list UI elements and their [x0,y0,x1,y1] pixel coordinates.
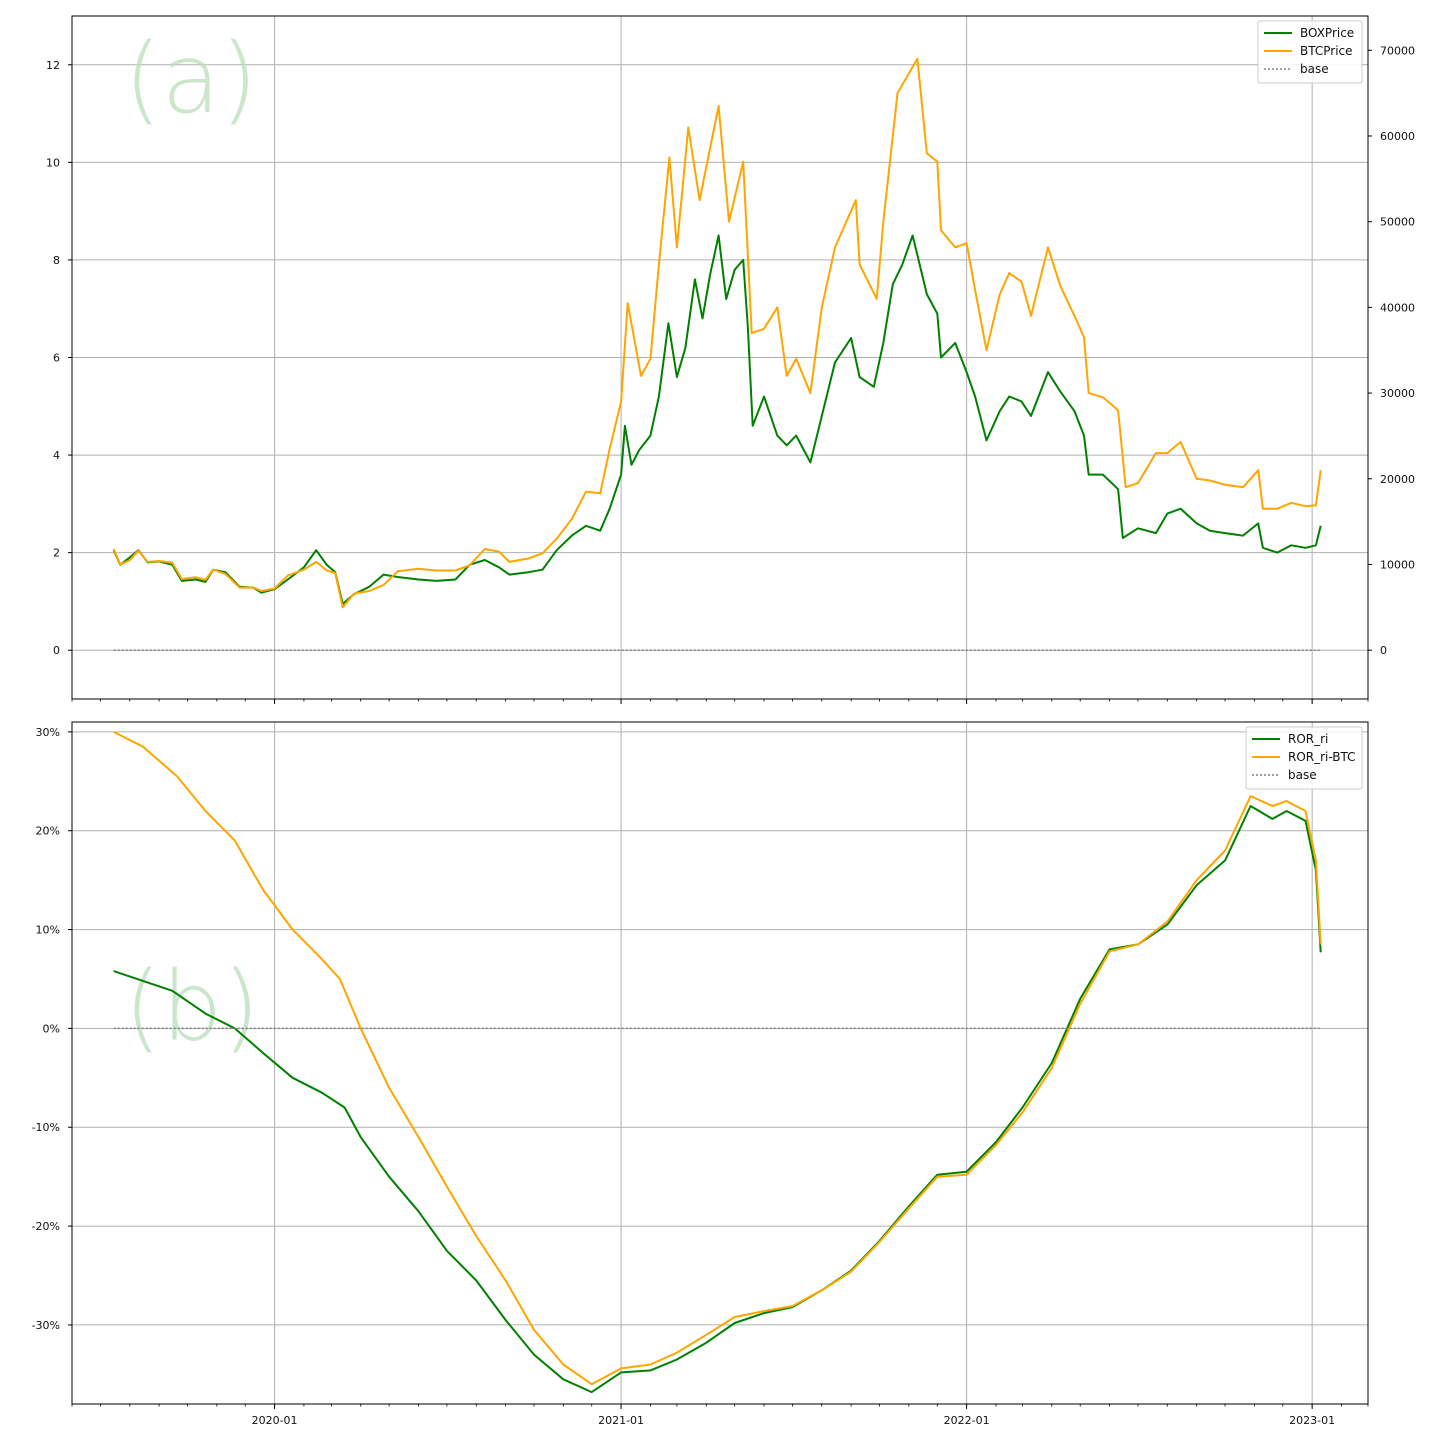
y-tick-label: 6 [53,352,60,365]
series-line-boxprice [112,234,1322,605]
y-tick-label: 20% [36,825,60,838]
x-tick-label: 2022-01 [944,1414,990,1427]
panel-a: (a) 0 2 4 6 8 10 12 0 10000 20000 30000 40000 50000 60… [46,15,1415,704]
y-tick-label: 8 [53,254,60,267]
legend-label-btcprice: BTCPrice [1300,44,1353,58]
y2-tick-label: 30000 [1380,387,1415,400]
y-tick-label: 10% [36,924,60,937]
y2-tick-label: 40000 [1380,301,1415,314]
y-tick-label: 30% [36,726,60,739]
legend-label-ror-ri: ROR_ri [1288,732,1328,746]
y-tick-label: 4 [53,449,60,462]
legend: BOXPrice BTCPrice base [1257,20,1363,84]
x-tick-label: 2023-01 [1289,1414,1335,1427]
y-tick-label: 0% [43,1022,60,1035]
legend-label-boxprice: BOXPrice [1300,26,1354,40]
panel-letter-label: (b) [124,951,260,1063]
y2-tick-label: 70000 [1380,44,1415,57]
y-tick-label: 0 [53,644,60,657]
y2-tick-label: 50000 [1380,216,1415,229]
series-line-btcprice [112,57,1322,609]
series-line-ror-ri [113,805,1322,1394]
y-tick-label: -20% [32,1220,60,1233]
y2-tick-label: 20000 [1380,473,1415,486]
x-tick-label: 2021-01 [598,1414,644,1427]
y2-tick-label: 60000 [1380,130,1415,143]
y2-tick-label: 10000 [1380,558,1415,571]
y-tick-label: 2 [53,547,60,560]
legend-label-base: base [1288,768,1317,782]
y2-tick-label: 0 [1380,644,1387,657]
legend-box [1257,20,1363,84]
panel-letter-label: (a) [124,23,258,135]
y-tick-label: 10 [46,156,60,169]
y-tick-label: -30% [32,1319,60,1332]
axes-frame [71,721,1369,1405]
y-tick-label: -10% [32,1121,60,1134]
panel-b: (b) -30% -20% -10% 0% 10% 20% 30% 2020-01 2021-01… [32,721,1369,1427]
legend-label-base: base [1300,62,1329,76]
x-tick-label: 2020-01 [252,1414,298,1427]
series-line-ror-ri-btc [113,731,1322,1386]
y-tick-label: 12 [46,59,60,72]
legend-label-ror-ri-btc: ROR_ri-BTC [1288,750,1356,764]
legend-box [1245,726,1363,790]
